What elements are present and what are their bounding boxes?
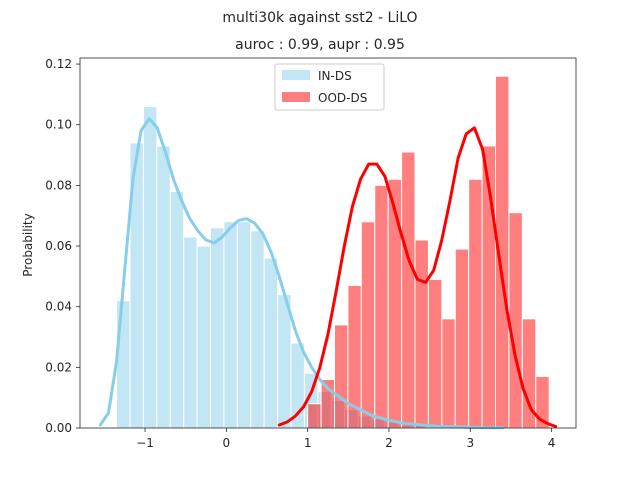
x-tick-label: 3: [466, 436, 474, 450]
ood-ds-kde-line: [277, 126, 558, 428]
kde-curves: [98, 117, 558, 430]
in-ds-bar: [277, 294, 292, 429]
in-ds-bar: [116, 300, 131, 429]
y-tick-label: 0.12: [45, 57, 72, 71]
ood-ds-bar: [387, 178, 403, 429]
ood-ds-bar: [508, 212, 523, 429]
in-ds-bar: [196, 245, 212, 429]
in-ds-bar: [156, 145, 171, 429]
ood-ds-bars: [307, 75, 550, 429]
ood-ds-bar: [360, 221, 376, 429]
in-ds-bars: [116, 106, 426, 429]
y-axis: 0.00 0.02 0.04 0.06 0.08 0.10 0.12: [45, 57, 80, 435]
y-tick-label: 0.08: [45, 178, 72, 192]
x-tick-label: 2: [385, 436, 393, 450]
in-ds-bar: [142, 106, 158, 429]
ood-ds-bar: [468, 178, 483, 429]
y-axis-label: Probability: [21, 213, 35, 276]
legend-swatch-ood-ds: [282, 92, 310, 102]
x-axis: −1 0 1 2 3 4: [136, 428, 555, 450]
y-tick-label: 0.02: [45, 360, 72, 374]
x-tick-label: −1: [136, 436, 154, 450]
in-ds-bar: [223, 221, 238, 429]
plot-frame: [79, 57, 577, 429]
ood-ds-bar: [401, 151, 416, 429]
in-ds-bar: [250, 230, 265, 429]
in-ds-bar: [210, 227, 225, 429]
chart-title: multi30k against sst2 - LiLO: [222, 10, 417, 26]
in-ds-kde-line: [98, 117, 505, 430]
ood-ds-bar: [334, 324, 349, 429]
legend-swatch-in-ds: [282, 70, 310, 80]
in-ds-bar: [183, 236, 198, 429]
in-ds-bar: [236, 221, 252, 429]
in-ds-bar: [169, 190, 185, 429]
x-tick-label: 1: [304, 436, 312, 450]
chart-subtitle: auroc : 0.99, aupr : 0.95: [235, 37, 405, 53]
ood-ds-bar: [427, 278, 443, 429]
legend-label-ood-ds: OOD-DS: [318, 91, 367, 105]
legend-label-in-ds: IN-DS: [318, 69, 352, 83]
ood-ds-bar: [307, 403, 322, 429]
y-tick-label: 0.06: [45, 239, 72, 253]
y-tick-label: 0.04: [45, 300, 72, 314]
y-tick-label: 0.10: [45, 118, 72, 132]
x-tick-label: 4: [548, 436, 556, 450]
ood-ds-bar: [414, 239, 429, 429]
legend: IN-DS OOD-DS: [274, 63, 385, 111]
y-tick-label: 0.00: [45, 421, 72, 435]
ood-ds-bar: [374, 184, 389, 429]
ood-ds-bar: [454, 248, 470, 429]
x-tick-label: 0: [223, 436, 231, 450]
in-ds-bar: [263, 257, 279, 429]
ood-ds-bar: [441, 318, 456, 429]
